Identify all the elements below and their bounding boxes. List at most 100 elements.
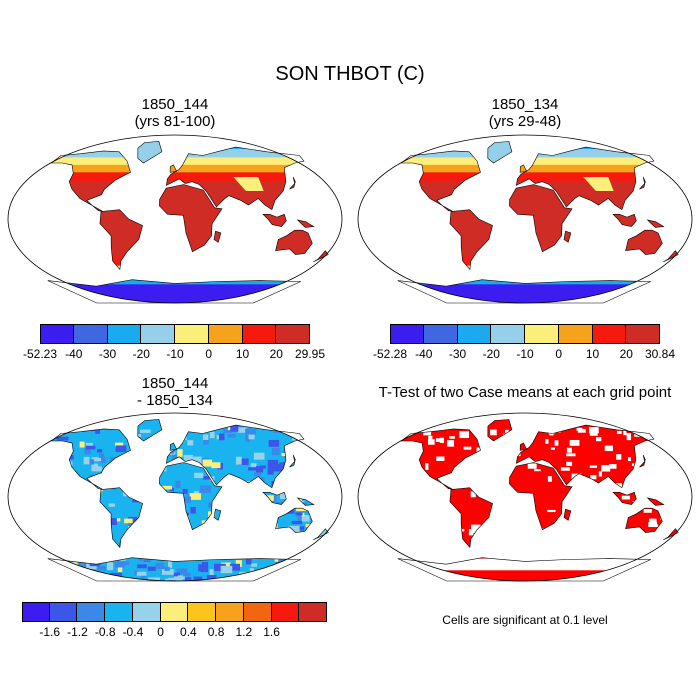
panel3-title-line1: 1850_144	[141, 375, 209, 392]
diff-cell	[72, 493, 78, 501]
colorbar-frame	[390, 324, 660, 344]
diff-cell	[203, 439, 209, 445]
diff-cell	[110, 551, 120, 555]
insignificant-cell	[589, 465, 598, 468]
diff-cell	[288, 525, 300, 534]
diff-cell	[91, 518, 99, 527]
colorbar-label: -10	[516, 347, 534, 361]
insignificant-cell	[566, 447, 572, 453]
diff-cell	[122, 580, 132, 581]
diff-cell	[132, 454, 144, 461]
diff-cell	[39, 515, 43, 521]
insignificant-cell	[427, 439, 435, 445]
colorbar-label: -52.28	[372, 347, 408, 361]
diff-cell	[256, 497, 265, 504]
band-arctic	[397, 141, 679, 150]
insignificant-cell	[604, 529, 614, 533]
diff-cell	[187, 440, 194, 446]
band-south-cool	[397, 265, 679, 278]
colorbar-label: -40	[415, 347, 433, 361]
band-tropics	[47, 181, 329, 257]
diff-cell	[263, 505, 272, 510]
diff-cell	[132, 497, 139, 503]
diff-cell	[285, 501, 291, 510]
band-tropics	[397, 181, 679, 257]
insignificant-cell	[636, 550, 646, 553]
greenland-outline	[487, 419, 513, 442]
colorbar-swatch	[242, 324, 277, 344]
colorbar-swatch	[592, 324, 627, 344]
diff-cell	[265, 552, 272, 560]
insignificant-cell	[402, 461, 411, 467]
colorbar-frame	[40, 324, 310, 344]
diff-cell	[321, 481, 326, 485]
colorbar-label: -1.6	[39, 625, 61, 639]
diff-cell	[164, 433, 170, 440]
insignificant-cell	[627, 457, 631, 462]
diff-cell	[166, 509, 171, 514]
diff-cell	[334, 515, 344, 519]
band-boreal	[397, 157, 679, 166]
diff-cell	[24, 462, 32, 466]
diff-cell	[128, 530, 135, 538]
colorbar-label: 10	[235, 347, 250, 361]
insignificant-cell	[595, 437, 602, 442]
diff-cell	[202, 434, 209, 441]
diff-cell	[70, 542, 79, 547]
diff-cell	[260, 578, 265, 581]
insignificant-cell	[644, 462, 648, 467]
australia-outline	[625, 229, 663, 255]
nz-outline	[313, 250, 329, 263]
nz-outline	[663, 528, 679, 541]
insignificant-cell	[566, 461, 573, 467]
diff-cell	[126, 430, 136, 435]
diff-cell	[124, 561, 130, 566]
insignificant-cell	[496, 466, 501, 474]
diff-cell	[161, 569, 174, 575]
insignificant-cell	[545, 438, 549, 444]
diff-cell	[308, 459, 316, 466]
diff-cell	[295, 466, 301, 472]
diff-cell	[227, 536, 233, 545]
colorbar-swatch	[558, 324, 593, 344]
diff-cell	[97, 565, 106, 571]
diff-cell	[31, 475, 36, 482]
diff-cell	[137, 564, 147, 569]
diff-cell	[75, 552, 86, 560]
insignificant-cell	[674, 516, 679, 521]
insignificant-cell	[449, 436, 455, 439]
insignificant-cell	[623, 487, 628, 490]
diff-cell	[209, 569, 214, 576]
northamerica-outline	[50, 150, 131, 212]
diff-cell	[23, 461, 35, 466]
diff-cell	[99, 453, 105, 458]
colorbar-label: 10	[585, 347, 600, 361]
insignificant-cell	[559, 523, 568, 527]
colorbar-label: 0	[205, 347, 213, 361]
diff-cell	[19, 496, 28, 499]
insignificant-cell	[378, 541, 381, 546]
diff-cell	[92, 466, 102, 472]
diff-cell	[267, 495, 274, 501]
diff-cell	[165, 496, 175, 500]
colorbar-swatch	[22, 602, 50, 622]
insignificant-cell	[496, 440, 504, 443]
diff-cell	[271, 447, 280, 456]
panel3-colorbar: -1.6 -1.2 -0.8 -0.4 0 0.4 0.8 1.2 1.6	[22, 602, 327, 642]
band-subarctic	[397, 149, 679, 158]
diff-cell	[141, 580, 149, 581]
diff-cell	[36, 459, 44, 463]
diff-cell	[79, 555, 85, 561]
insignificant-cell	[491, 531, 496, 536]
diff-cell	[47, 509, 54, 513]
insignificant-cell	[436, 456, 445, 461]
diff-cell	[85, 494, 93, 498]
insignificant-cell	[435, 438, 441, 442]
insignificant-cell	[501, 548, 508, 554]
insignificant-cell	[482, 546, 490, 552]
antarctic-insignificant	[397, 558, 679, 571]
insignificant-cell	[463, 446, 472, 450]
diff-cell	[250, 463, 257, 467]
insignificant-cell	[386, 547, 390, 554]
panel4-title: T-Test of two Case means at each grid po…	[378, 384, 672, 401]
